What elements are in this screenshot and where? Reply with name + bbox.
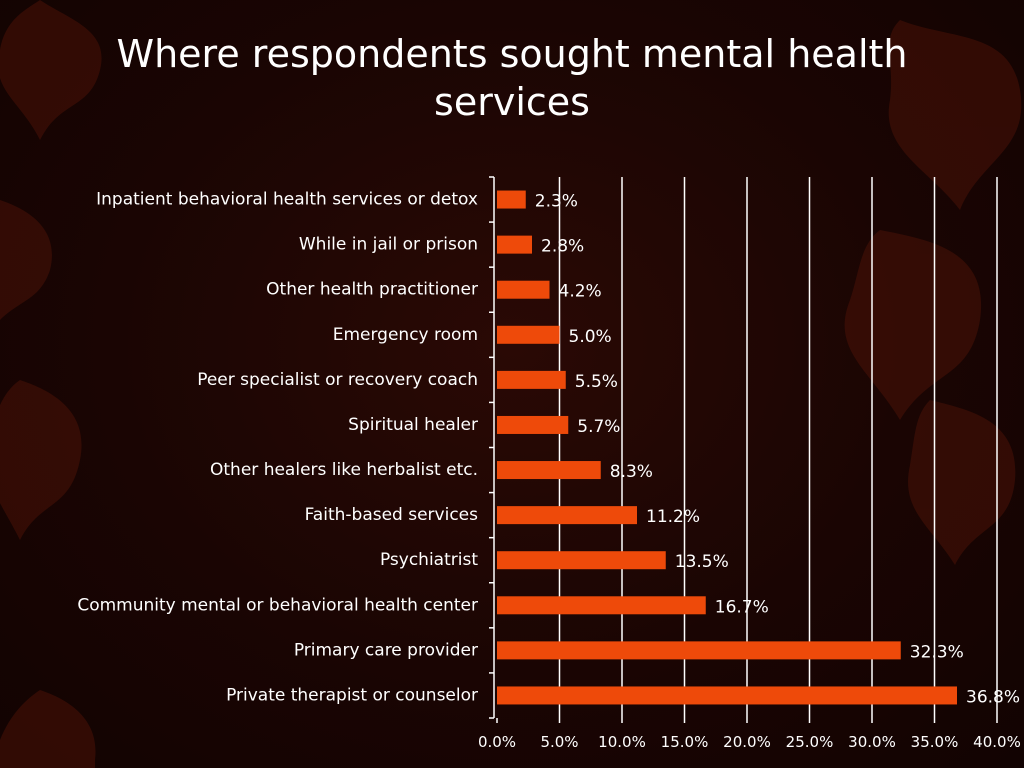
labels: 0.0% 5.0% 10.0% 15.0% 20.0% 25.0% 30.0% 35.0% 40… (77, 190, 1021, 751)
leaf-shape (888, 20, 1022, 210)
data-label: 4.2% (559, 282, 602, 302)
data-label: 36.8% (966, 687, 1020, 707)
bar (497, 641, 901, 660)
data-label: 32.3% (910, 642, 964, 662)
bar (497, 596, 706, 615)
category-label: While in jail or prison (299, 235, 478, 255)
category-label: Inpatient behavioral health services or … (96, 190, 478, 210)
data-label: 11.2% (646, 507, 700, 527)
category-label: Psychiatrist (380, 550, 478, 570)
leaf-shape (0, 200, 52, 320)
x-tick-label: 10.0% (598, 733, 646, 751)
x-tick-label: 35.0% (911, 733, 959, 751)
bar (497, 370, 566, 389)
bar (497, 190, 526, 209)
category-label: Spiritual healer (348, 415, 478, 435)
category-label: Faith-based services (305, 505, 479, 525)
bar (497, 551, 666, 570)
bar (497, 506, 637, 525)
data-label: 16.7% (715, 597, 769, 617)
x-tick-label: 40.0% (973, 733, 1021, 751)
data-label: 2.8% (541, 237, 584, 257)
x-tick-label: 0.0% (478, 733, 516, 751)
data-label: 8.3% (610, 462, 653, 482)
chart-title: Where respondents sought mental health s… (116, 32, 908, 124)
bar (497, 686, 957, 705)
data-label: 5.7% (577, 417, 620, 437)
leaf-shape (0, 0, 102, 140)
bar (497, 461, 601, 480)
x-tick-label: 25.0% (786, 733, 834, 751)
bar (497, 415, 569, 434)
category-label: Other health practitioner (266, 280, 478, 300)
data-label: 5.0% (569, 327, 612, 347)
category-label: Other healers like herbalist etc. (210, 460, 478, 480)
axes (489, 176, 998, 723)
category-label: Private therapist or counselor (226, 685, 478, 705)
gridlines (558, 177, 998, 718)
data-label: 2.3% (535, 192, 578, 212)
x-tick-label: 30.0% (848, 733, 896, 751)
bar (497, 280, 550, 299)
bar (497, 235, 532, 254)
category-label: Primary care provider (294, 640, 478, 660)
x-tick-label: 5.0% (540, 733, 578, 751)
data-label: 13.5% (675, 552, 729, 572)
leaf-shape (0, 690, 96, 768)
leaf-shape (0, 380, 82, 540)
bars (497, 190, 957, 705)
data-label: 5.5% (575, 372, 618, 392)
x-tick-label: 20.0% (723, 733, 771, 751)
leaf-shape (844, 230, 982, 420)
category-label: Peer specialist or recovery coach (197, 370, 478, 390)
category-label: Community mental or behavioral health ce… (77, 595, 478, 615)
category-label: Emergency room (333, 325, 478, 345)
bar (497, 325, 560, 344)
x-tick-label: 15.0% (661, 733, 709, 751)
